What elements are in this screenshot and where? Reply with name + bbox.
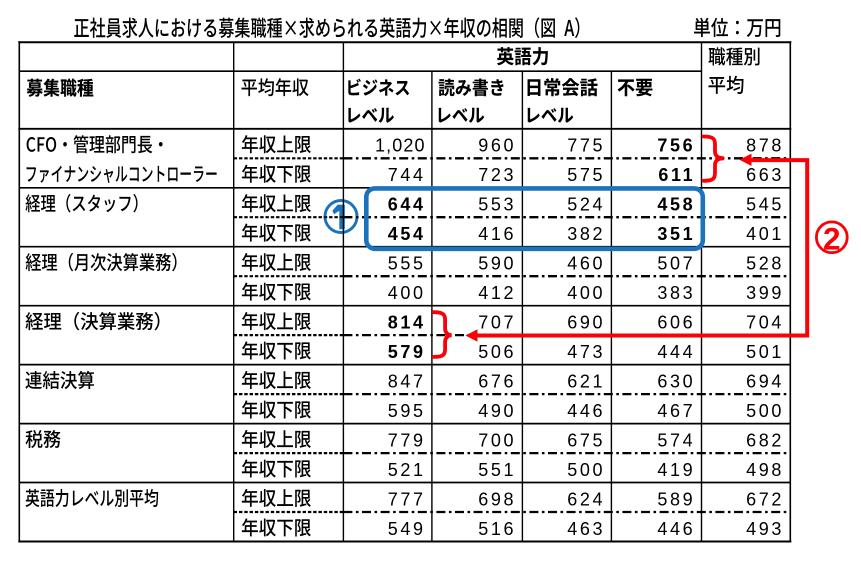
svg-text:500: 500: [567, 460, 605, 480]
svg-text:644: 644: [388, 195, 426, 215]
svg-text:524: 524: [567, 195, 605, 215]
svg-text:590: 590: [478, 254, 516, 274]
svg-text:500: 500: [746, 401, 784, 421]
svg-text:682: 682: [746, 430, 784, 450]
svg-text:723: 723: [478, 165, 516, 185]
svg-text:707: 707: [478, 313, 516, 333]
svg-text:847: 847: [388, 371, 426, 391]
svg-text:506: 506: [478, 342, 516, 362]
svg-text:463: 463: [567, 519, 605, 539]
svg-text:1,020: 1,020: [375, 136, 426, 156]
svg-text:419: 419: [657, 460, 695, 480]
svg-text:663: 663: [746, 165, 784, 185]
svg-text:672: 672: [746, 489, 784, 509]
svg-text:675: 675: [567, 430, 605, 450]
svg-text:401: 401: [746, 224, 784, 244]
svg-text:444: 444: [657, 342, 695, 362]
svg-text:490: 490: [478, 401, 516, 421]
svg-text:467: 467: [657, 401, 695, 421]
svg-text:521: 521: [388, 460, 426, 480]
svg-text:400: 400: [388, 283, 426, 303]
svg-text:756: 756: [657, 136, 695, 156]
svg-text:383: 383: [657, 283, 695, 303]
svg-text:960: 960: [478, 136, 516, 156]
svg-text:589: 589: [657, 489, 695, 509]
svg-text:575: 575: [567, 165, 605, 185]
svg-text:412: 412: [478, 283, 516, 303]
svg-text:351: 351: [657, 224, 695, 244]
svg-text:545: 545: [746, 195, 784, 215]
svg-text:549: 549: [388, 519, 426, 539]
svg-text:775: 775: [567, 136, 605, 156]
svg-text:700: 700: [478, 430, 516, 450]
svg-text:704: 704: [746, 313, 784, 333]
svg-text:458: 458: [657, 195, 695, 215]
svg-text:2: 2: [823, 220, 841, 256]
svg-text:551: 551: [478, 460, 516, 480]
svg-text:460: 460: [567, 254, 605, 274]
svg-text:553: 553: [478, 195, 516, 215]
svg-text:416: 416: [478, 224, 516, 244]
svg-text:630: 630: [657, 371, 695, 391]
svg-text:501: 501: [746, 342, 784, 362]
svg-text:400: 400: [567, 283, 605, 303]
svg-text:611: 611: [658, 165, 695, 185]
svg-text:676: 676: [478, 371, 516, 391]
svg-text:690: 690: [567, 313, 605, 333]
svg-text:528: 528: [746, 254, 784, 274]
svg-text:446: 446: [657, 519, 695, 539]
svg-text:382: 382: [567, 224, 605, 244]
svg-text:493: 493: [746, 519, 784, 539]
svg-text:574: 574: [657, 430, 695, 450]
svg-text:446: 446: [567, 401, 605, 421]
svg-text:698: 698: [478, 489, 516, 509]
svg-text:498: 498: [746, 460, 784, 480]
svg-text:744: 744: [388, 165, 426, 185]
svg-text:516: 516: [478, 519, 516, 539]
svg-text:606: 606: [657, 313, 695, 333]
svg-text:694: 694: [746, 371, 784, 391]
svg-text:555: 555: [388, 254, 426, 274]
svg-text:399: 399: [746, 283, 784, 303]
svg-text:779: 779: [388, 430, 426, 450]
svg-text:777: 777: [388, 489, 426, 509]
svg-text:624: 624: [567, 489, 605, 509]
svg-text:621: 621: [567, 371, 605, 391]
svg-text:595: 595: [388, 401, 426, 421]
svg-text:579: 579: [388, 342, 426, 362]
svg-text:507: 507: [657, 254, 695, 274]
svg-text:814: 814: [388, 313, 426, 333]
svg-text:878: 878: [746, 136, 784, 156]
svg-text:473: 473: [567, 342, 605, 362]
svg-text:454: 454: [388, 224, 426, 244]
